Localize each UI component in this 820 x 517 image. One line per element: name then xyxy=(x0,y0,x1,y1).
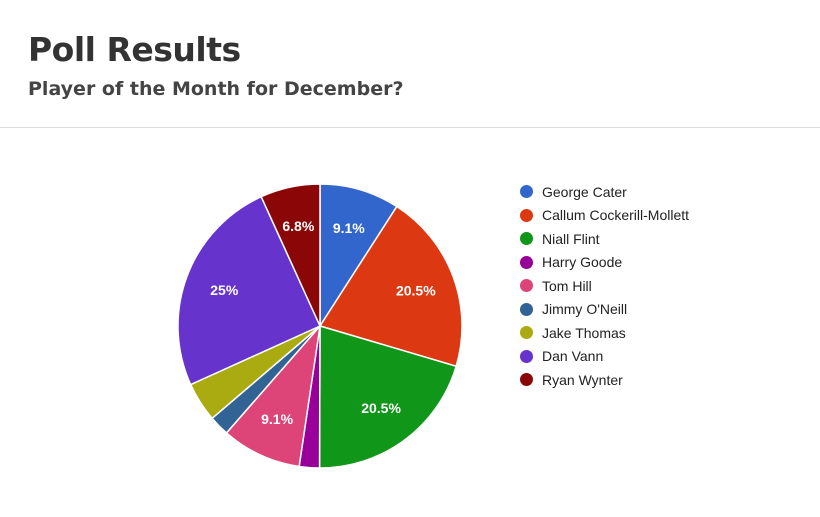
slice-label-8: 6.8% xyxy=(282,218,314,234)
pie-slice-0[interactable] xyxy=(319,183,398,329)
slice-label-0: 9.1% xyxy=(333,220,365,236)
pie-slice-7[interactable] xyxy=(177,195,321,386)
legend-label: Harry Goode xyxy=(542,254,623,271)
legend-label: George Cater xyxy=(542,183,627,200)
legend-swatch xyxy=(520,232,533,246)
pie-chart: 9.1% 20.5% 20.5% 9.1% 25% 6.8% xyxy=(177,183,463,469)
legend-swatch xyxy=(520,349,533,363)
legend-item[interactable]: Harry Goode xyxy=(520,251,689,275)
chart-legend: George Cater Callum Cockerill-Mollett Nial… xyxy=(520,180,689,392)
legend-swatch xyxy=(520,185,533,199)
pie-slice-4[interactable] xyxy=(225,323,322,468)
pie-slice-8[interactable] xyxy=(260,183,321,327)
legend-label: Tom Hill xyxy=(542,277,592,294)
legend-item[interactable]: Jimmy O'Neill xyxy=(520,298,689,322)
legend-swatch xyxy=(520,255,533,269)
legend-swatch xyxy=(520,326,533,340)
legend-item[interactable]: Jake Thomas xyxy=(520,321,689,345)
page-subtitle: Player of the Month for December? xyxy=(28,78,404,100)
legend-swatch xyxy=(520,279,533,293)
pie-slice-1[interactable] xyxy=(318,205,463,368)
legend-label: Jimmy O'Neill xyxy=(542,301,628,318)
legend-item[interactable]: George Cater xyxy=(520,180,689,204)
legend-label: Dan Vann xyxy=(542,348,604,365)
legend-label: Niall Flint xyxy=(542,230,600,247)
legend-item[interactable]: Ryan Wynter xyxy=(520,368,689,392)
legend-label: Callum Cockerill-Mollett xyxy=(542,207,690,224)
legend-item[interactable]: Tom Hill xyxy=(520,274,689,298)
page-title: Poll Results xyxy=(28,30,241,69)
slice-label-7: 25% xyxy=(210,282,239,298)
legend-item[interactable]: Niall Flint xyxy=(520,227,689,251)
legend-label: Jake Thomas xyxy=(542,324,626,341)
slice-label-2: 20.5% xyxy=(361,400,401,416)
legend-item[interactable]: Callum Cockerill-Mollett xyxy=(520,204,689,228)
pie-slice-2[interactable] xyxy=(318,324,458,469)
legend-swatch xyxy=(520,208,533,222)
slice-label-4: 9.1% xyxy=(261,411,293,427)
legend-label: Ryan Wynter xyxy=(542,371,623,388)
legend-swatch xyxy=(520,302,533,316)
legend-swatch xyxy=(520,373,533,387)
divider xyxy=(0,127,820,128)
legend-item[interactable]: Dan Vann xyxy=(520,345,689,369)
slice-label-1: 20.5% xyxy=(396,282,436,298)
